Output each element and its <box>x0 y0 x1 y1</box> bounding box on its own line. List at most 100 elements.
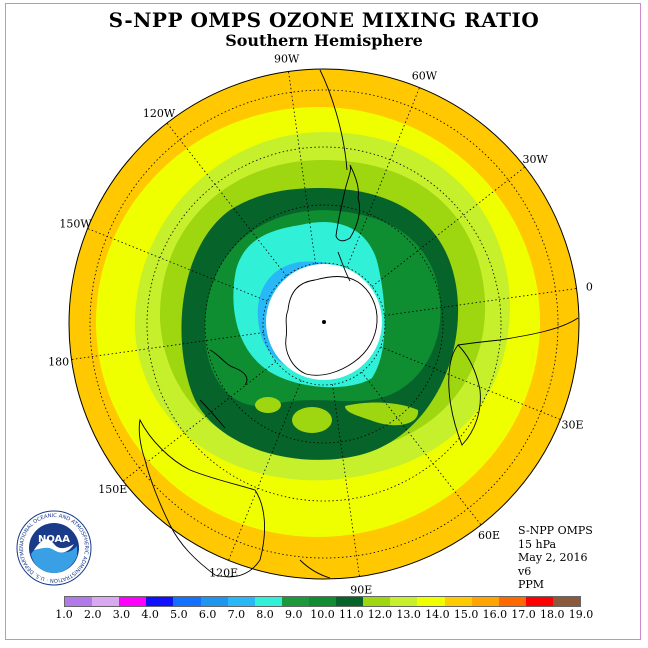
colorbar-swatch <box>227 597 255 606</box>
lon-label-60e: 60E <box>478 529 500 542</box>
colorbar-swatch <box>119 597 147 606</box>
lat-circle-50 <box>204 204 444 444</box>
lon-label-120e: 120E <box>209 566 238 579</box>
logo-text: NOAA <box>38 534 70 545</box>
africa-tip <box>448 344 481 446</box>
colorbar-swatch <box>363 597 391 606</box>
colorbar-tick-label: 10.0 <box>310 608 335 621</box>
colorbar-swatch <box>390 597 418 606</box>
colorbar-swatch <box>281 597 309 606</box>
longitude-labels: 0 30E 60E 90E 120E 150E 180 150W 120W 90W 60W 30W <box>48 53 593 597</box>
colorbar-swatch <box>336 597 364 606</box>
lon-label-30e: 30E <box>561 418 583 431</box>
colorbar <box>64 596 581 607</box>
lon-label-150w: 150W <box>59 218 92 231</box>
colorbar-tick-label: 17.0 <box>511 608 536 621</box>
south-pole-marker <box>322 320 326 324</box>
indian-ocean-island <box>299 559 331 579</box>
lon-label-30w: 30W <box>523 153 549 166</box>
colorbar-swatch <box>552 597 581 606</box>
australia-coast <box>138 418 265 578</box>
colorbar-tick-label: 6.0 <box>198 608 217 621</box>
colorbar-swatch <box>444 597 472 606</box>
meridian-0 <box>384 288 577 316</box>
graticule <box>71 71 577 577</box>
patch-2 <box>292 407 332 433</box>
lon-label-0: 0 <box>586 281 593 294</box>
meridian-150w <box>87 228 268 302</box>
logo-bird-icon <box>34 539 74 553</box>
colorbar-swatch <box>525 597 553 606</box>
map-subtitle: Southern Hemisphere <box>225 31 423 50</box>
colorbar-swatch <box>173 597 201 606</box>
colorbar-tick-label: 1.0 <box>55 608 73 621</box>
lon-label-150e: 150E <box>98 483 127 496</box>
colorbar-tick-label: 16.0 <box>482 608 508 621</box>
south-america-tip <box>335 164 361 242</box>
info-instrument: S-NPP OMPS <box>518 524 593 537</box>
lat-circle-10 <box>89 89 559 559</box>
lon-label-90w: 90W <box>274 53 300 66</box>
colorbar-tick-label: 4.0 <box>141 608 159 621</box>
info-units: PPM <box>518 578 545 591</box>
colorbar-swatch <box>498 597 526 606</box>
meridian-120e <box>228 380 302 561</box>
info-level: 15 hPa <box>518 537 557 551</box>
lat-circle-70 <box>262 262 386 386</box>
south-america-coast <box>319 69 348 171</box>
colorbar-tick-label: 12.0 <box>367 608 393 621</box>
meridian-60e <box>361 371 482 526</box>
colorbar-swatch <box>146 597 174 606</box>
colorbar-tick-label: 11.0 <box>338 608 364 621</box>
meridian-120w <box>166 122 287 277</box>
colorbar-labels: 1.0 2.0 3.0 4.0 5.0 6.0 7.0 8.0 9.0 10.0 11.0 12.0 1… <box>0 608 648 622</box>
lat-circle-30 <box>146 146 502 502</box>
map-info: S-NPP OMPS 15 hPa May 2, 2016 v6 PPM <box>518 524 593 592</box>
colorbar-tick-label: 18.0 <box>540 608 565 621</box>
ozone-field <box>69 69 579 579</box>
colorbar-tick-label: 3.0 <box>112 608 131 621</box>
lon-label-90e: 90E <box>350 583 372 596</box>
meridians <box>71 71 577 577</box>
colorbar-tick-label: 9.0 <box>285 608 303 621</box>
colorbar-tick-label: 2.0 <box>83 608 102 621</box>
colorbar-tick-label: 15.0 <box>453 608 479 621</box>
noaa-logo: NATIONAL OCEANIC AND ATMOSPHERIC ADMINIS… <box>16 510 92 586</box>
colorbar-tick-label: 7.0 <box>227 608 246 621</box>
patch-3 <box>345 402 419 426</box>
colorbar-swatch <box>92 597 120 606</box>
coastlines <box>138 69 579 579</box>
colorbar-swatch <box>200 597 228 606</box>
info-date: May 2, 2016 <box>518 551 588 564</box>
colorbar-tick-label: 5.0 <box>170 608 188 621</box>
colorbar-tick-label: 13.0 <box>396 608 421 621</box>
meridian-150e <box>122 361 277 482</box>
colorbar-tick-label: 8.0 <box>256 608 274 621</box>
lon-label-180: 180 <box>48 355 69 368</box>
meridian-90w <box>288 71 316 264</box>
info-version: v6 <box>518 564 532 578</box>
colorbar-tick-label: 14.0 <box>425 608 450 621</box>
tasmania-coast <box>209 349 248 386</box>
meridian-30e <box>380 346 561 420</box>
antarctica-coast <box>285 276 378 376</box>
colorbar-swatch <box>254 597 282 606</box>
antarctic-peninsula <box>337 251 351 282</box>
map-title: S-NPP OMPS OZONE MIXING RATIO <box>108 8 540 32</box>
new-zealand-coast <box>199 399 226 429</box>
colorbar-swatch <box>65 597 93 606</box>
lon-label-120w: 120W <box>143 107 176 120</box>
colorbar-swatch <box>417 597 445 606</box>
colorbar-swatch <box>471 597 499 606</box>
colorbar-swatch <box>308 597 337 606</box>
lon-label-60w: 60W <box>412 70 438 83</box>
meridian-180 <box>71 332 264 360</box>
meridian-30w <box>371 166 526 287</box>
meridian-60w <box>346 87 420 268</box>
meridian-90e <box>332 384 360 577</box>
patch-1 <box>255 397 281 413</box>
logo-water <box>31 544 77 573</box>
map-boundary <box>68 68 580 580</box>
colorbar-tick-label: 19.0 <box>568 608 594 621</box>
